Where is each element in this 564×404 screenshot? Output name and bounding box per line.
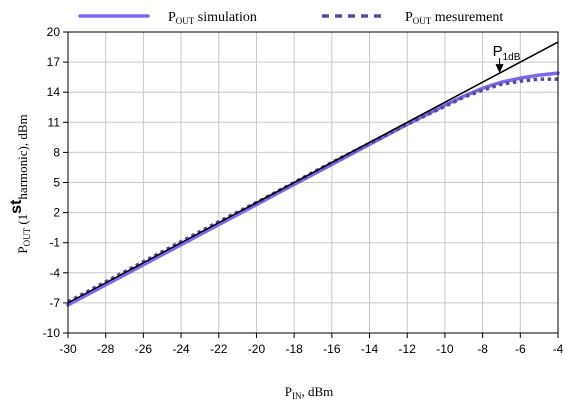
y-tick-label: 17 (47, 55, 61, 69)
series-reference-line (67, 41, 559, 304)
p1db-arrow-icon (495, 64, 504, 74)
y-axis-label-pre: (1 (15, 214, 30, 228)
legend-label-measurement-rest: mesurement (431, 10, 503, 25)
y-tick-label: -10 (43, 326, 61, 340)
p1db-annotation: P1dB (493, 43, 521, 74)
x-tick-label: -22 (210, 342, 228, 356)
legend-label-measurement-sub: OUT (413, 16, 432, 26)
x-tick-label: -16 (323, 342, 341, 356)
y-axis-label-sub: OUT (22, 227, 32, 246)
y-tick-labels: -10 -7 -4 -1 2 5 8 11 14 17 20 (43, 25, 61, 340)
series-measurement (67, 77, 558, 304)
y-tick-label: 20 (47, 25, 61, 39)
x-tick-label: -14 (361, 342, 379, 356)
x-axis-label-rest: , dBm (301, 384, 333, 399)
x-tick-label: -18 (285, 342, 303, 356)
plot-frame (67, 31, 559, 334)
legend-label-measurement: POUT mesurement (405, 10, 503, 26)
y-tick-label: 2 (53, 206, 60, 220)
y-tick-label: -1 (49, 236, 60, 250)
y-tick-label: 11 (48, 115, 61, 129)
legend-label-measurement-main: P (405, 10, 413, 25)
x-tick-label: -28 (97, 342, 115, 356)
p1db-label: P1dB (493, 43, 521, 63)
x-tick-label: -8 (477, 342, 488, 356)
y-axis-label: POUT (1stharmonic), dBm (8, 114, 32, 253)
x-tick-label: -6 (515, 342, 526, 356)
x-axis-label-sub: IN (292, 391, 302, 401)
y-axis-label-post: harmonic), dBm (15, 114, 30, 199)
y-axis-label-main: P (15, 246, 30, 253)
legend-label-simulation-sub: OUT (176, 16, 195, 26)
p1db-label-main: P (493, 43, 503, 60)
x-tick-label: -24 (172, 342, 190, 356)
x-tick-label: -4 (553, 342, 564, 356)
y-tick-label: 5 (53, 176, 60, 190)
x-tick-label: -10 (436, 342, 454, 356)
x-tick-labels: -30 -28 -26 -24 -22 -20 -18 -16 -14 -12 -10 -8 -6 -4 (59, 342, 563, 356)
series-simulation (66, 71, 560, 307)
x-axis-label: PIN, dBm (285, 384, 334, 401)
y-tick-label: 14 (47, 85, 61, 99)
x-tick-label: -30 (59, 342, 77, 356)
grid (63, 31, 559, 338)
legend-label-simulation-rest: simulation (194, 10, 257, 25)
y-axis-label-sup: st (8, 199, 25, 214)
x-tick-label: -12 (399, 342, 417, 356)
series-layer (66, 41, 560, 307)
y-tick-label: 8 (53, 145, 60, 159)
y-tick-label: -4 (49, 266, 60, 280)
x-axis-label-main: P (285, 384, 292, 399)
x-tick-label: -20 (248, 342, 266, 356)
x-tick-label: -26 (135, 342, 153, 356)
legend-label-simulation: POUT simulation (168, 10, 257, 26)
legend-label-simulation-main: P (168, 10, 176, 25)
p1db-label-sub: 1dB (503, 52, 521, 63)
legend: POUT simulation POUT mesurement (78, 10, 503, 26)
y-tick-label: -7 (49, 296, 60, 310)
